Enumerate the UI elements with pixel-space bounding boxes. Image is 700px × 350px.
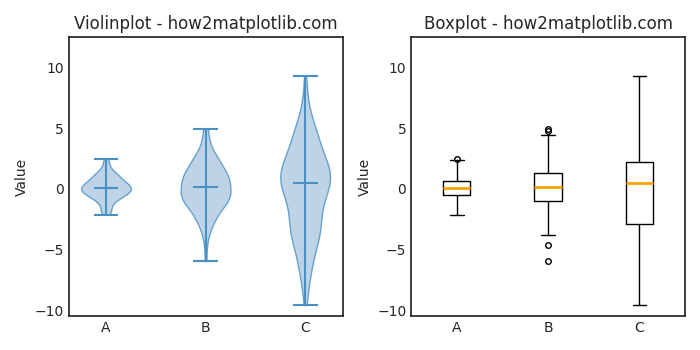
Title: Boxplot - how2matplotlib.com: Boxplot - how2matplotlib.com [424,15,673,33]
Y-axis label: Value: Value [15,158,29,196]
Y-axis label: Value: Value [358,158,372,196]
Title: Violinplot - how2matplotlib.com: Violinplot - how2matplotlib.com [74,15,337,33]
